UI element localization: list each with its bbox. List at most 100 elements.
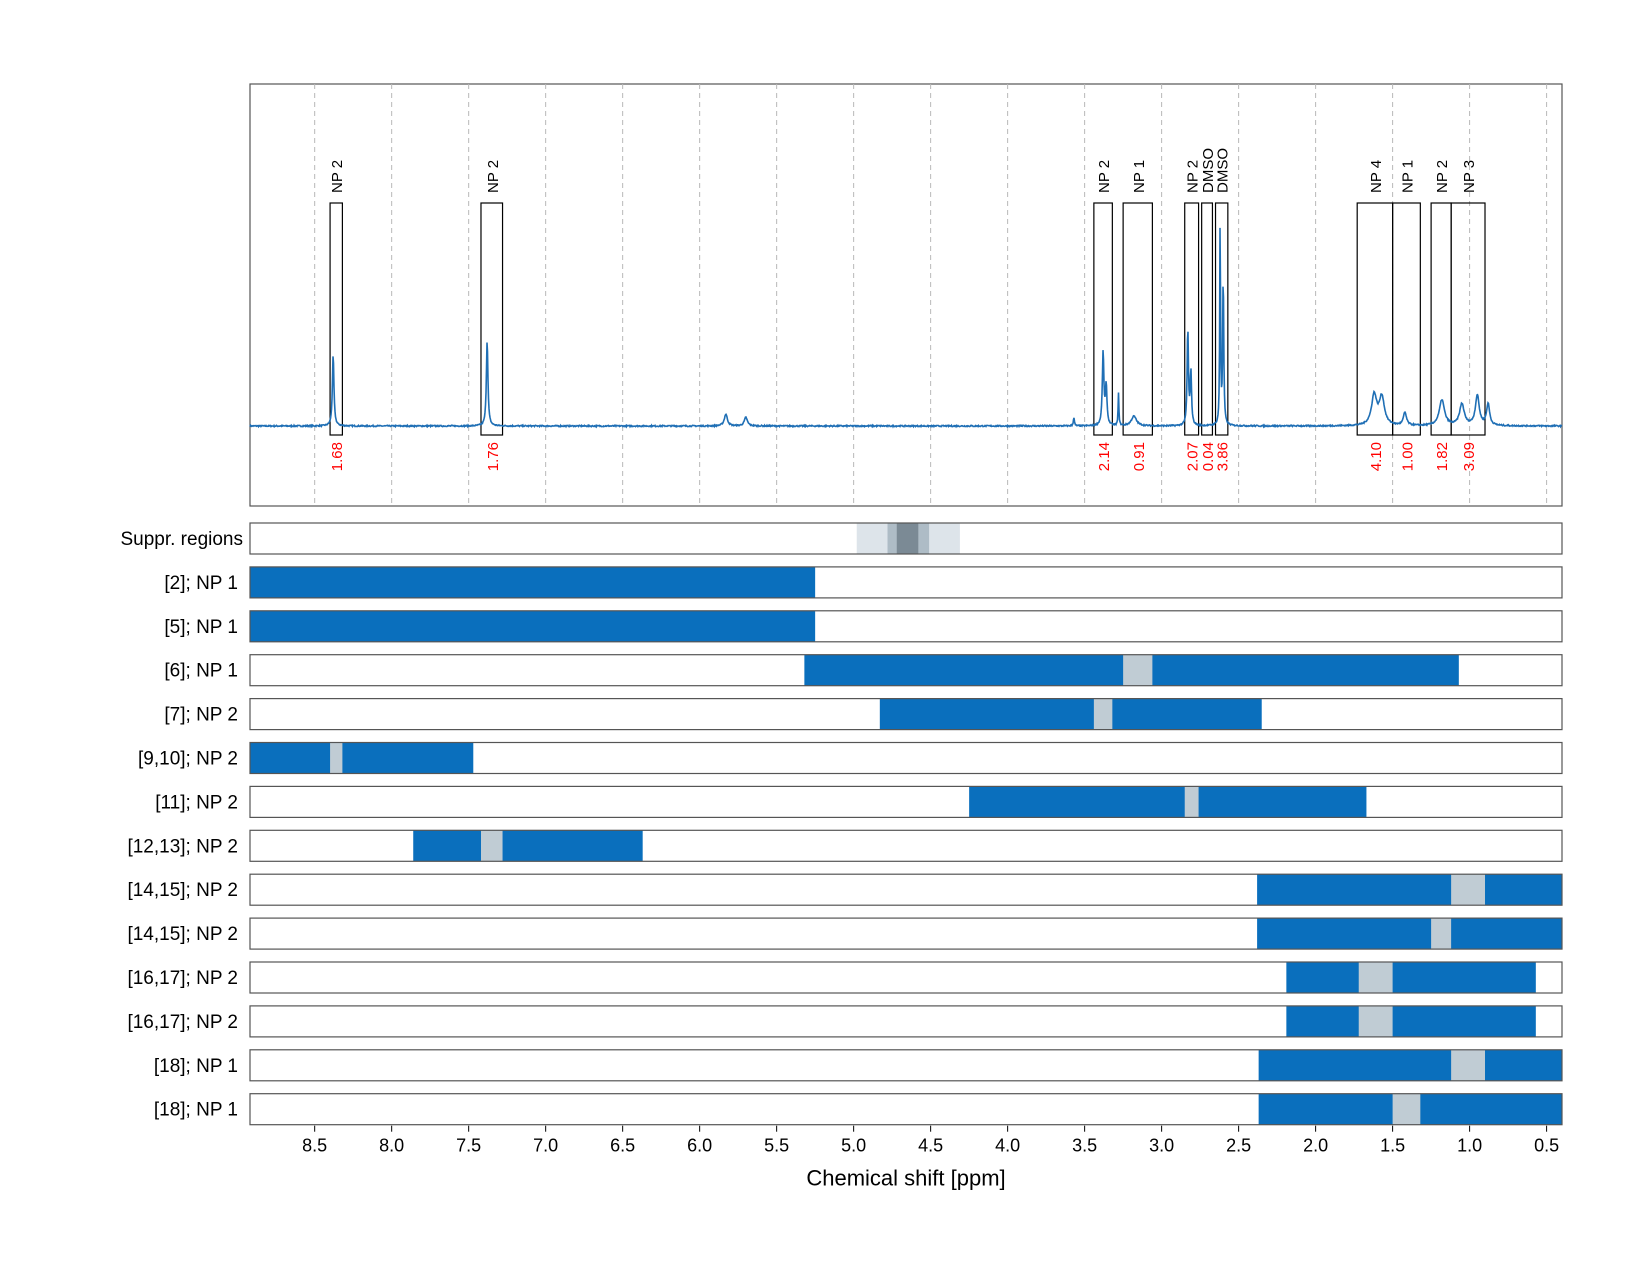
- range-gap: [330, 742, 343, 774]
- x-tick-label: 1.5: [1380, 1136, 1405, 1156]
- x-tick-label: 6.0: [687, 1136, 712, 1156]
- x-tick-label: 7.0: [533, 1136, 558, 1156]
- x-tick-label: 3.0: [1149, 1136, 1174, 1156]
- integration-box: [1356, 202, 1394, 436]
- range-gap: [1392, 1093, 1421, 1125]
- range-row-frame: [249, 961, 1563, 994]
- suppression-row-frame: [249, 522, 1563, 555]
- integration-value: 0.91: [1131, 442, 1148, 471]
- integration-value: 2.07: [1185, 442, 1202, 471]
- range-row-frame: [249, 785, 1563, 819]
- range-row-frame: [249, 1005, 1563, 1038]
- range-gap: [1451, 1049, 1486, 1081]
- integration-value: 1.68: [329, 442, 346, 471]
- range-bar: [250, 610, 816, 642]
- integration-label: NP 2: [1434, 160, 1451, 193]
- range-row-frame: [249, 566, 1563, 599]
- integration-box: [1122, 202, 1153, 436]
- integration-value: 3.09: [1461, 442, 1478, 471]
- range-bar: [1286, 1005, 1536, 1037]
- range-row-frame: [249, 1049, 1563, 1082]
- integration-value: 1.82: [1434, 442, 1451, 471]
- suppression-band: [896, 523, 919, 554]
- range-bar: [969, 786, 1367, 818]
- range-gap: [1358, 1005, 1393, 1037]
- range-row-label: [18]; NP 1: [154, 1056, 238, 1077]
- integration-label: NP 4: [1368, 160, 1385, 193]
- range-row-frame: [249, 697, 1563, 731]
- range-row-label: [6]; NP 1: [164, 661, 238, 682]
- range-gap: [1184, 786, 1199, 818]
- integration-label: DMSO: [1200, 148, 1217, 193]
- range-row-label: [7]; NP 2: [164, 705, 238, 726]
- range-row-label: [16,17]; NP 2: [127, 1012, 238, 1033]
- range-gap: [480, 830, 503, 862]
- integration-value: 1.76: [485, 442, 502, 471]
- x-tick-label: 0.5: [1534, 1136, 1559, 1156]
- integration-box: [480, 202, 504, 436]
- integration-box: [1184, 202, 1200, 436]
- spectrum-trace: [249, 227, 1563, 429]
- x-axis: 8.5 8.0 7.5 7.0 6.5 6.0 5.5 5.0 4.5 4.0 3.5 3.0 2.5 2…: [302, 1125, 1559, 1156]
- range-gap: [1123, 654, 1153, 686]
- range-row-frame: [249, 654, 1563, 687]
- range-row-label: [11]; NP 2: [155, 792, 238, 813]
- x-tick-label: 6.5: [610, 1136, 635, 1156]
- range-gap: [1358, 962, 1393, 993]
- spectrum-frame: [249, 83, 1563, 507]
- range-row-label: [14,15]; NP 2: [127, 880, 238, 901]
- range-bar: [1257, 874, 1562, 906]
- range-row-label: [18]; NP 1: [154, 1100, 238, 1121]
- integration-box: [1201, 202, 1214, 436]
- range-bar: [413, 830, 643, 862]
- x-tick-label: 1.0: [1457, 1136, 1482, 1156]
- x-axis-label: Chemical shift [ppm]: [806, 1166, 1005, 1191]
- range-bar: [1257, 918, 1562, 950]
- x-tick-label: 8.0: [379, 1136, 404, 1156]
- range-bar: [250, 566, 816, 598]
- range-row-label: [9,10]; NP 2: [138, 749, 238, 770]
- integration-label: NP 1: [1399, 160, 1416, 193]
- range-row-frame: [249, 873, 1563, 906]
- range-bar: [879, 698, 1262, 730]
- x-tick-label: 2.5: [1226, 1136, 1251, 1156]
- spectrum-panel: NP 2 1.68 NP 2 1.76 NP 2 2.14 NP 1 0.91 NP 2 2.07…: [249, 83, 1563, 507]
- range-row-label: [12,13]; NP 2: [127, 836, 238, 857]
- integration-box: [1450, 202, 1486, 436]
- x-tick-label: 3.5: [1072, 1136, 1097, 1156]
- range-gap: [1451, 874, 1486, 906]
- integration-box: [329, 202, 343, 436]
- integration-value: 4.10: [1368, 442, 1385, 471]
- integration-box: [1093, 202, 1113, 436]
- integration-value: 1.00: [1399, 442, 1416, 471]
- range-gap: [1093, 698, 1113, 730]
- range-row-frame: [249, 917, 1563, 950]
- range-row-frame: [249, 829, 1563, 862]
- range-row-frame: [249, 1093, 1563, 1126]
- suppression-row-label: Suppr. regions: [120, 529, 243, 550]
- integration-label: NP 2: [485, 160, 502, 193]
- range-row-label: [14,15]; NP 2: [127, 924, 238, 945]
- integration-label: NP 1: [1131, 160, 1148, 193]
- x-tick-label: 7.5: [456, 1136, 481, 1156]
- x-tick-label: 5.0: [841, 1136, 866, 1156]
- integration-value: 3.86: [1215, 442, 1232, 471]
- integration-box: [1214, 202, 1229, 436]
- integration-value: 2.14: [1096, 442, 1113, 471]
- integration-box: [1392, 202, 1421, 436]
- range-bar: [1258, 1049, 1562, 1081]
- integration-label: NP 2: [1185, 160, 1202, 193]
- range-gap: [1431, 918, 1452, 950]
- integration-label: NP 3: [1461, 160, 1478, 193]
- range-bar: [1286, 962, 1536, 993]
- x-tick-label: 4.5: [918, 1136, 943, 1156]
- range-bar: [250, 742, 474, 774]
- x-tick-label: 5.5: [764, 1136, 789, 1156]
- range-rows-panel: Suppr. regions [2]; NP 1 [5]; NP 1 [6]; NP …: [120, 522, 1563, 1126]
- range-row-label: [5]; NP 1: [164, 617, 238, 638]
- integration-label: NP 2: [1096, 160, 1113, 193]
- integration-value: 0.04: [1200, 442, 1217, 471]
- range-row-frame: [249, 610, 1563, 643]
- range-row-frame: [249, 741, 1563, 775]
